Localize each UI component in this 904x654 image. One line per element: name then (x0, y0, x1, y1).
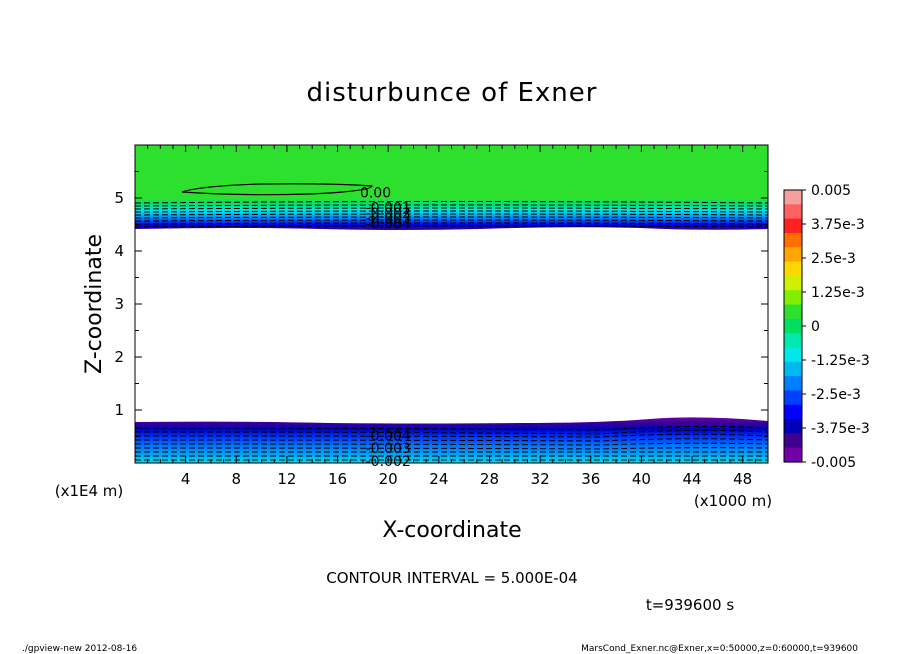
x-tick-label: 28 (480, 470, 499, 488)
contour-label: -0.003 (366, 211, 411, 227)
y-axis: 1 2 3 4 5 (114, 171, 768, 437)
y-axis-label: Z-coordinate (82, 234, 107, 374)
colorbar-swatch (784, 190, 802, 205)
colorbar-swatch (784, 204, 802, 220)
x-tick-label: 4 (181, 470, 191, 488)
footer-right: MarsCond_Exner.nc@Exner,x=0:50000,z=0:60… (581, 644, 858, 654)
x-tick-label: 48 (733, 470, 752, 488)
contour-labels: 0.00-0.001-0.002-0.003-0.004-0.004-0.003… (360, 186, 411, 470)
lower-contour-lines (134, 425, 769, 461)
footer-left: ./gpview-new 2012-08-16 (22, 644, 137, 654)
contour-label: -0.004 (366, 428, 411, 444)
colorbar-label: 1.25e-3 (811, 285, 865, 301)
colorbar-swatch (784, 419, 802, 434)
x-tick-label: 16 (328, 470, 347, 488)
colorbar-swatch (784, 404, 802, 420)
colorbar-swatch (784, 347, 802, 363)
colorbar-swatch (784, 447, 802, 463)
colorbar-swatch (784, 333, 802, 349)
upper-contour-lines (134, 201, 769, 228)
x-axis-label: X-coordinate (382, 518, 521, 543)
colorbar-swatch (784, 290, 802, 306)
x-tick-label: 24 (429, 470, 448, 488)
contour-label: -0.002 (366, 206, 411, 222)
colorbar-label: -0.005 (811, 455, 856, 471)
y-tick-label: 5 (114, 189, 124, 207)
x-tick-label: 32 (531, 470, 550, 488)
chart-title: disturbunce of Exner (307, 78, 598, 108)
y-tick-label: 3 (114, 295, 124, 313)
zero-contour-line (181, 183, 373, 196)
colorbar-swatch (784, 275, 802, 291)
contour-label: -0.001 (366, 201, 411, 217)
y-tick-label: 4 (114, 242, 124, 260)
contour-label: -0.004 (366, 216, 411, 232)
colorbar: 0.005 3.75e-3 2.5e-3 1.25e-3 0 -1.25e-3 -2.5e-… (783, 183, 870, 471)
y-tick-label: 2 (114, 348, 124, 366)
colorbar-swatch (784, 218, 802, 234)
x-axis-unit: (x1000 m) (694, 492, 772, 510)
colorbar-swatch (784, 361, 802, 377)
colorbar-swatch (784, 376, 802, 392)
y-axis-unit: (x1E4 m) (55, 482, 124, 500)
contour-label: 0.00 (360, 186, 391, 202)
x-tick-label: 20 (379, 470, 398, 488)
colorbar-swatch (784, 390, 802, 406)
colorbar-label: -3.75e-3 (811, 421, 870, 437)
colorbar-label: 2.5e-3 (811, 251, 856, 267)
colorbar-swatch (784, 304, 802, 320)
colorbar-label: 0.005 (811, 183, 851, 199)
colorbar-label: 3.75e-3 (811, 217, 865, 233)
upper-filled-layer (135, 145, 768, 230)
colorbar-label: 0 (811, 319, 820, 335)
x-tick-label: 36 (581, 470, 600, 488)
x-tick-label: 12 (277, 470, 296, 488)
colorbar-swatch (784, 261, 802, 277)
x-tick-label: 40 (632, 470, 651, 488)
contour-label: -0.003 (366, 441, 411, 457)
colorbar-label: -1.25e-3 (811, 353, 870, 369)
colorbar-label: -2.5e-3 (811, 387, 861, 403)
colorbar-swatch (784, 318, 802, 334)
x-axis: 4 8 12 16 20 24 28 32 36 40 44 48 (147, 145, 756, 488)
colorbar-swatch (784, 232, 802, 248)
x-tick-label: 44 (682, 470, 701, 488)
y-tick-label: 1 (114, 401, 124, 419)
time-label: t=939600 s (646, 596, 734, 614)
colorbar-swatch (784, 433, 802, 449)
colorbar-swatch (784, 247, 802, 263)
x-tick-label: 8 (232, 470, 242, 488)
contour-interval-text: CONTOUR INTERVAL = 5.000E-04 (326, 569, 577, 587)
